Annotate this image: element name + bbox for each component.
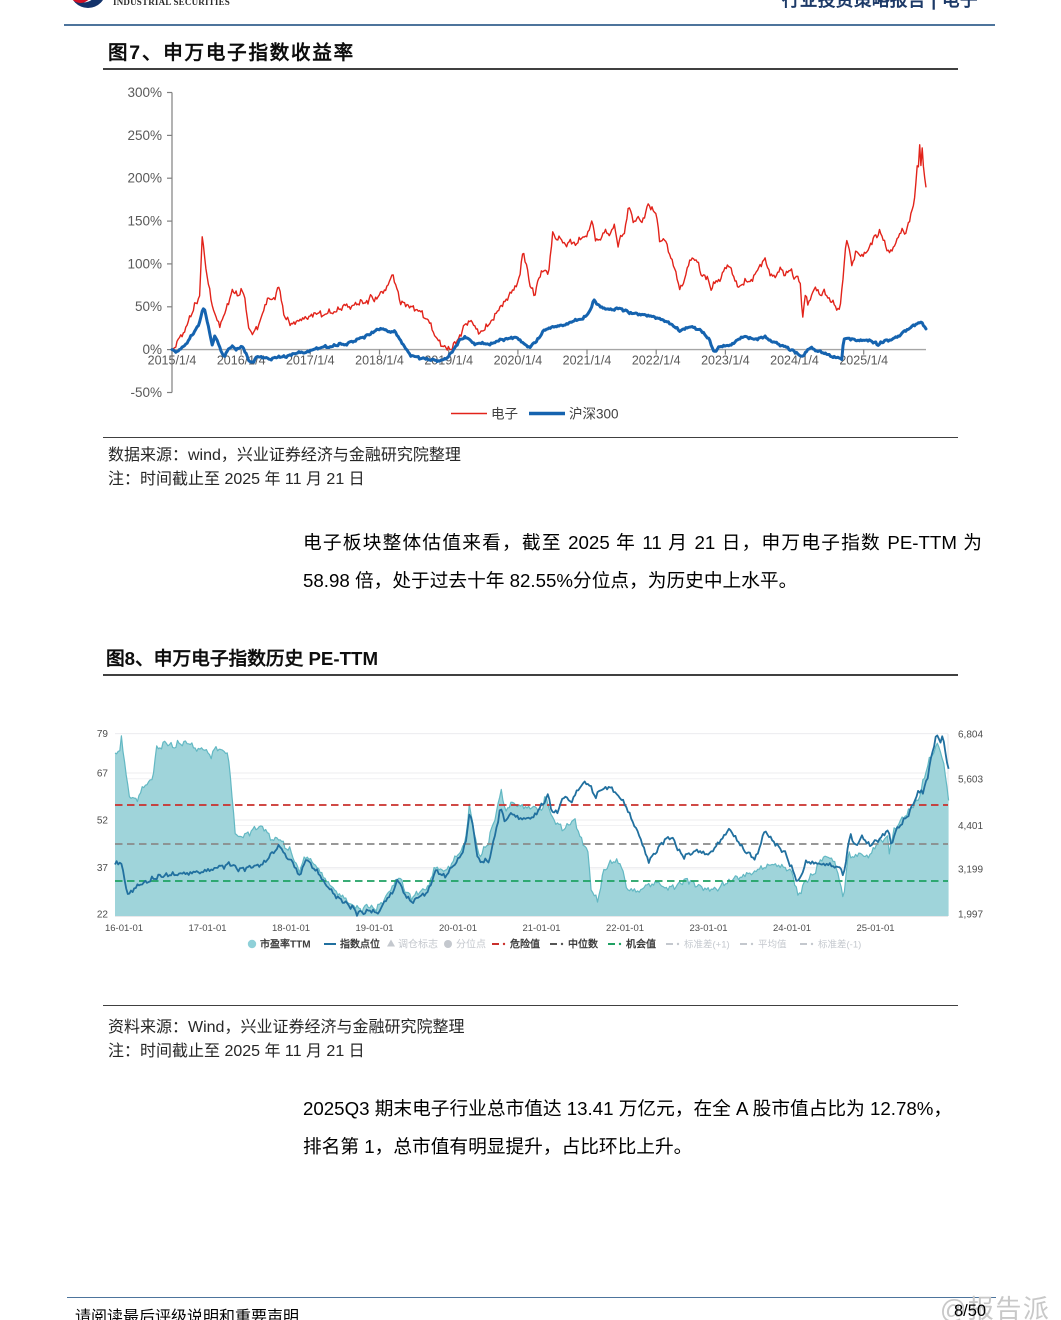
svg-text:3,199: 3,199: [958, 865, 983, 876]
svg-text:4,401: 4,401: [958, 821, 983, 832]
svg-text:24-01-01: 24-01-01: [773, 923, 811, 934]
svg-text:37: 37: [97, 863, 109, 874]
svg-text:200%: 200%: [127, 171, 162, 186]
svg-text:100%: 100%: [127, 256, 162, 271]
svg-text:平均值: 平均值: [758, 939, 787, 951]
svg-text:市盈率TTM: 市盈率TTM: [260, 938, 311, 951]
svg-text:2022/1/4: 2022/1/4: [632, 354, 681, 368]
svg-text:2025/1/4: 2025/1/4: [839, 354, 888, 368]
svg-text:危险值: 危险值: [510, 938, 540, 951]
svg-text:调仓标志: 调仓标志: [398, 938, 438, 951]
svg-text:6,804: 6,804: [958, 730, 983, 741]
svg-text:1,997: 1,997: [958, 909, 983, 920]
svg-text:分位点: 分位点: [456, 938, 486, 951]
svg-text:中位数: 中位数: [568, 938, 599, 951]
svg-text:300%: 300%: [127, 85, 162, 100]
svg-text:沪深300: 沪深300: [569, 407, 619, 422]
svg-text:18-01-01: 18-01-01: [272, 923, 310, 934]
svg-text:-50%: -50%: [130, 385, 162, 400]
svg-text:2015/1/4: 2015/1/4: [148, 354, 197, 368]
svg-text:150%: 150%: [127, 214, 162, 229]
svg-text:21-01-01: 21-01-01: [522, 923, 560, 934]
svg-text:17-01-01: 17-01-01: [188, 923, 226, 934]
svg-text:电子: 电子: [491, 407, 518, 422]
svg-text:67: 67: [97, 769, 109, 780]
svg-text:50%: 50%: [135, 299, 162, 314]
svg-text:20-01-01: 20-01-01: [439, 923, 477, 934]
svg-text:机会值: 机会值: [626, 938, 656, 951]
svg-text:2020/1/4: 2020/1/4: [494, 354, 543, 368]
svg-text:22-01-01: 22-01-01: [606, 923, 644, 934]
svg-text:79: 79: [97, 729, 109, 740]
svg-text:52: 52: [97, 816, 109, 827]
svg-text:2017/1/4: 2017/1/4: [286, 354, 335, 368]
svg-text:19-01-01: 19-01-01: [355, 923, 393, 934]
svg-text:2023/1/4: 2023/1/4: [701, 354, 750, 368]
svg-text:2018/1/4: 2018/1/4: [355, 354, 404, 368]
svg-text:2021/1/4: 2021/1/4: [563, 354, 612, 368]
svg-text:指数点位: 指数点位: [340, 938, 380, 951]
svg-text:23-01-01: 23-01-01: [689, 923, 727, 934]
svg-text:2016/1/4: 2016/1/4: [217, 354, 266, 368]
svg-text:标准差(+1): 标准差(+1): [684, 939, 730, 951]
svg-text:250%: 250%: [127, 128, 162, 143]
svg-text:5,603: 5,603: [958, 774, 983, 785]
svg-text:22: 22: [97, 910, 109, 921]
svg-text:16-01-01: 16-01-01: [105, 923, 143, 934]
svg-text:25-01-01: 25-01-01: [856, 923, 894, 934]
svg-text:0%: 0%: [142, 342, 162, 357]
svg-text:标准差(-1): 标准差(-1): [818, 939, 861, 951]
svg-text:2024/1/4: 2024/1/4: [770, 354, 819, 368]
svg-text:2019/1/4: 2019/1/4: [424, 354, 473, 368]
